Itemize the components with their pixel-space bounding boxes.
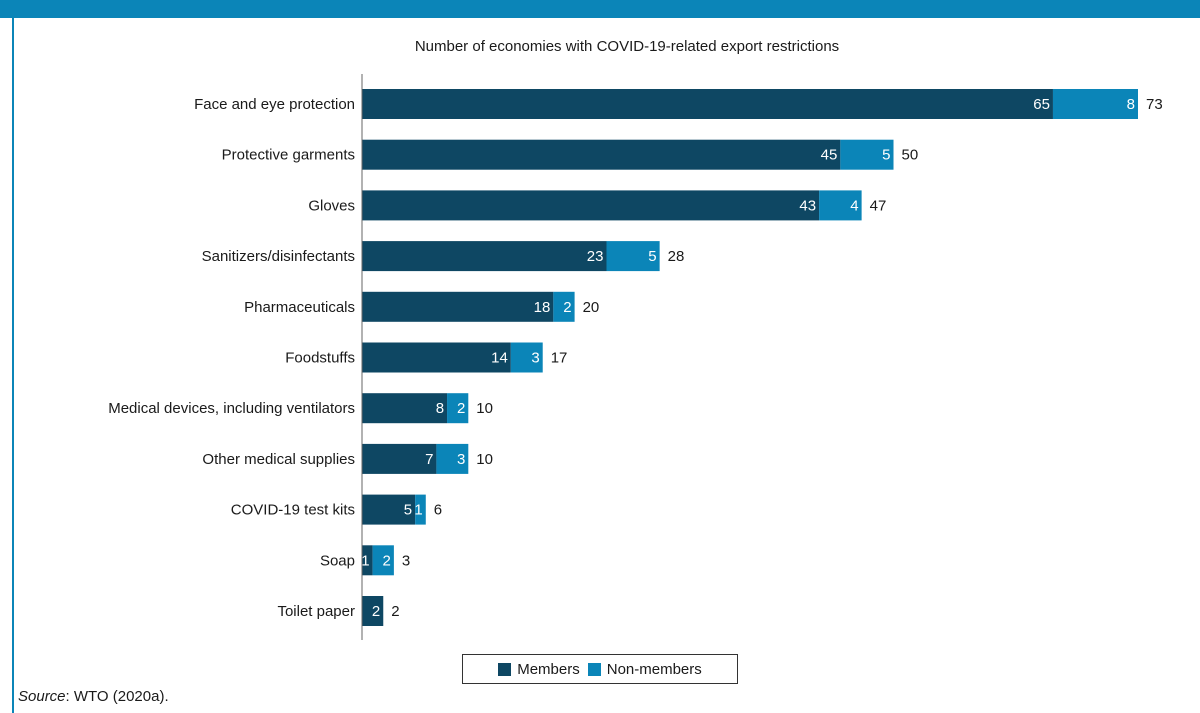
source-label: Source [18,688,66,705]
bar-members [362,291,554,322]
category-label: Soap [320,552,355,569]
bar-non-members [447,393,469,424]
data-label-non-members: 2 [383,552,391,569]
bar-members [362,545,373,576]
bar-non-members [415,494,426,525]
category-label: Pharmaceuticals [244,299,355,316]
data-label-members: 43 [799,197,816,214]
legend: Members Non-members [462,654,738,684]
header-bar [0,0,1200,18]
source-note: Source: WTO (2020a). [18,688,169,705]
legend-swatch-members [498,662,512,676]
data-label-non-members: 3 [457,451,465,468]
bar-members [362,342,511,373]
category-label: Gloves [308,197,355,214]
chart-title: Number of economies with COVID-19-relate… [414,38,840,55]
legend-item-members: Members [498,661,580,678]
data-label-members: 8 [436,400,444,417]
total-label: 10 [476,400,493,417]
bar-non-members [436,443,469,474]
bar-members [362,241,607,272]
category-label: Protective garments [222,147,355,164]
bar-non-members [819,190,862,221]
bar-non-members [510,342,543,373]
category-label: Medical devices, including ventilators [108,400,355,417]
total-label: 10 [476,451,493,468]
bar-members [362,443,437,474]
data-label-non-members: 5 [882,147,890,164]
total-label: 47 [870,197,887,214]
data-label-members: 14 [491,350,508,367]
bar-members [362,393,448,424]
bar-non-members [1052,89,1138,119]
data-label-non-members: 2 [457,400,465,417]
total-label: 17 [551,350,568,367]
total-label: 20 [583,299,600,316]
bar-non-members [840,139,894,170]
total-label: 50 [902,147,919,164]
category-label: COVID-19 test kits [231,502,355,519]
bar-members [362,190,820,221]
data-label-members: 2 [372,603,380,620]
category-label: Foodstuffs [285,350,355,367]
category-label: Sanitizers/disinfectants [202,248,355,265]
data-label-members: 7 [425,451,433,468]
data-label-non-members: 5 [648,248,656,265]
bar-non-members [372,545,394,576]
data-label-members: 65 [1033,96,1050,113]
data-label-non-members: 3 [531,350,539,367]
bar-members [362,89,1053,119]
legend-swatch-non-members [587,662,601,676]
bar-members [362,494,416,525]
total-label: 73 [1146,96,1163,113]
total-label: 6 [434,502,442,519]
data-label-members: 45 [821,147,838,164]
bar-non-members [606,241,660,272]
category-label: Toilet paper [277,603,355,620]
total-label: 3 [402,552,410,569]
legend-label-members: Members [517,660,580,678]
category-label: Face and eye protection [194,96,355,113]
legend-label-non-members: Non-members [606,660,702,678]
left-rule [12,18,14,713]
data-label-non-members: 8 [1127,96,1135,113]
bar-members [362,596,384,626]
total-label: 28 [668,248,685,265]
category-label: Other medical supplies [202,451,355,468]
bar-members [362,139,841,170]
data-label-members: 5 [404,502,412,519]
data-label-members: 23 [587,248,604,265]
data-label-non-members: 4 [850,197,858,214]
data-label-members: 18 [534,299,551,316]
data-label-members: 1 [361,552,369,569]
legend-item-non-members: Non-members [587,660,702,678]
source-text: : WTO (2020a). [65,688,169,705]
data-label-non-members: 1 [414,502,422,519]
bar-non-members [553,291,575,322]
data-label-non-members: 2 [563,299,571,316]
total-label: 2 [391,603,399,620]
